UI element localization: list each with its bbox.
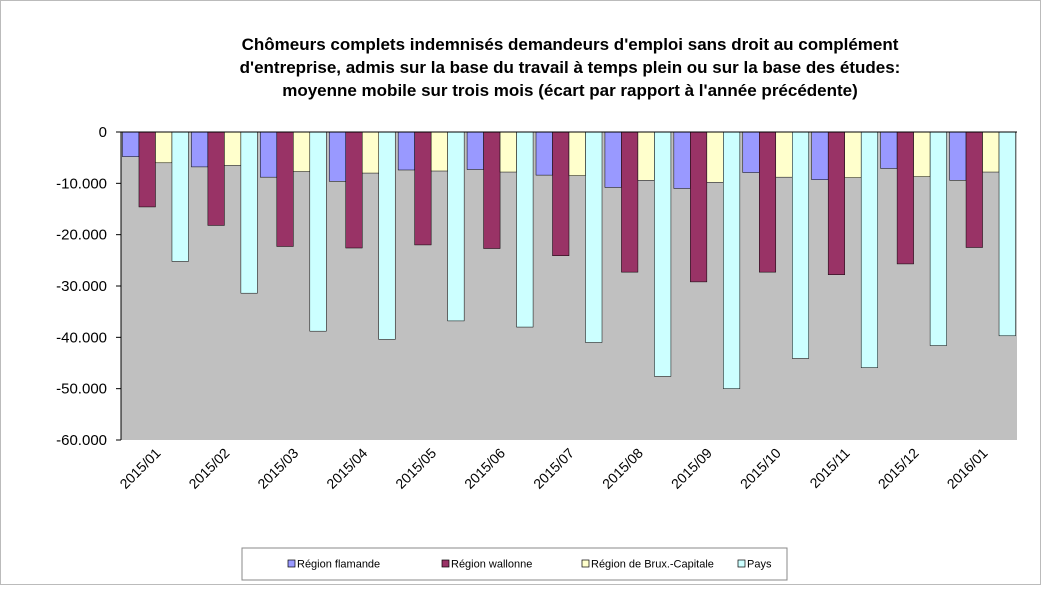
y-tick-label: 0 <box>99 124 107 141</box>
bar <box>998 131 1016 337</box>
bar <box>673 131 691 189</box>
bar <box>637 131 655 181</box>
bar <box>965 131 983 248</box>
bar <box>430 131 448 172</box>
bar <box>483 131 501 249</box>
bar <box>827 131 845 275</box>
legend-swatch <box>441 559 450 568</box>
bar <box>499 131 517 173</box>
bar <box>378 131 396 340</box>
legend-swatch <box>581 559 590 568</box>
bar <box>207 131 225 226</box>
chart-title: Chômeurs complets indemnisés demandeurs … <box>242 35 899 54</box>
bar <box>293 131 311 172</box>
bar <box>742 131 760 173</box>
bar <box>328 131 346 182</box>
legend-label: Pays <box>747 559 772 571</box>
bar <box>982 131 1000 173</box>
y-tick-label: -50.000 <box>56 381 107 398</box>
bar <box>466 131 484 170</box>
bar <box>122 131 140 157</box>
y-tick-label: -40.000 <box>56 329 107 346</box>
y-tick-label: -60.000 <box>56 432 107 449</box>
bar <box>345 131 363 249</box>
bar <box>171 131 189 262</box>
bar <box>414 131 432 246</box>
y-tick-label: -20.000 <box>56 227 107 244</box>
legend-label: Région wallonne <box>451 559 532 571</box>
legend-box <box>241 547 788 581</box>
bar <box>811 131 829 180</box>
chart-title: d'entreprise, admis sur la base du trava… <box>240 58 901 77</box>
bar <box>397 131 415 171</box>
bar <box>224 131 242 166</box>
bar <box>792 131 810 359</box>
bar <box>929 131 947 346</box>
legend-label: Région flamande <box>297 559 380 571</box>
bar <box>276 131 294 247</box>
bar <box>775 131 793 178</box>
bar <box>447 131 465 322</box>
bar <box>535 131 553 176</box>
bar <box>949 131 967 181</box>
bar <box>690 131 708 283</box>
chart-title: moyenne mobile sur trois mois (écart par… <box>282 81 858 100</box>
bar <box>568 131 586 176</box>
bar <box>552 131 570 256</box>
y-tick-label: -30.000 <box>56 278 107 295</box>
bar <box>913 131 931 177</box>
bar <box>759 131 777 273</box>
bar <box>309 131 327 332</box>
bar <box>155 131 173 164</box>
bar <box>860 131 878 368</box>
bar <box>516 131 534 328</box>
bar <box>621 131 639 273</box>
legend-swatch <box>737 559 746 568</box>
bar <box>654 131 672 377</box>
bar <box>723 131 741 389</box>
bar <box>361 131 379 174</box>
bar <box>260 131 278 178</box>
y-tick-label: -10.000 <box>56 175 107 192</box>
bar <box>604 131 622 188</box>
bar <box>240 131 258 294</box>
legend-label: Région de Brux.-Capitale <box>591 559 714 571</box>
bar <box>844 131 862 178</box>
bar <box>880 131 898 169</box>
bar <box>138 131 156 208</box>
bar <box>191 131 209 168</box>
bar <box>706 131 724 183</box>
legend-swatch <box>287 559 296 568</box>
bar <box>896 131 914 265</box>
bar <box>585 131 603 343</box>
